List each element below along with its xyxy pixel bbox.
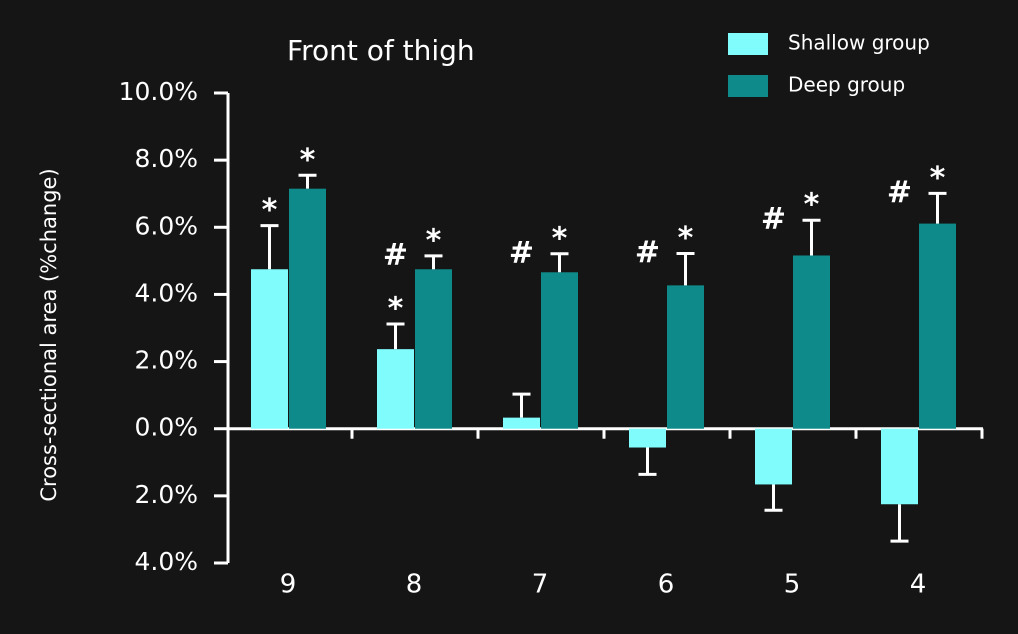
x-tick-label: 9: [280, 570, 297, 600]
bar: [251, 269, 288, 429]
error-bar: [260, 224, 279, 270]
legend-swatch: [728, 75, 768, 97]
x-tick-label: 7: [532, 570, 549, 600]
error-bar: [512, 392, 531, 418]
significance-marker: *: [388, 291, 404, 326]
x-tick-label: 5: [784, 570, 801, 600]
y-tick-label: 4.0%: [134, 278, 198, 307]
error-bar: [676, 251, 695, 286]
bar: [629, 428, 666, 448]
significance-marker: #: [383, 237, 408, 272]
bar: [667, 285, 704, 429]
chart-title: Front of thigh: [287, 34, 475, 67]
y-tick-label: 4.0%: [134, 547, 198, 576]
bar: [289, 188, 326, 429]
y-tick-label: 2.0%: [134, 480, 198, 509]
bar: [415, 269, 452, 429]
significance-marker: #: [509, 235, 534, 270]
bar: [919, 223, 956, 429]
error-bar: [550, 252, 569, 273]
bar: [503, 417, 540, 429]
bar: [881, 428, 918, 505]
legend-label: Shallow group: [788, 31, 930, 55]
x-tick-label: 8: [406, 570, 423, 600]
error-bar: [298, 173, 317, 189]
significance-marker: #: [887, 175, 912, 210]
error-bar: [802, 218, 821, 256]
significance-marker: *: [678, 221, 694, 256]
bar: [377, 349, 414, 429]
significance-marker: #: [635, 235, 660, 270]
significance-marker: *: [804, 188, 820, 223]
error-bar: [764, 484, 783, 512]
y-tick-label: 8.0%: [134, 144, 198, 173]
significance-marker: #: [761, 202, 786, 237]
significance-marker: *: [262, 193, 278, 228]
significance-marker: *: [300, 143, 316, 178]
error-bar: [424, 254, 443, 270]
x-tick-label: 4: [910, 570, 927, 600]
significance-marker: *: [930, 161, 946, 196]
significance-marker: *: [426, 223, 442, 258]
y-tick-label: 2.0%: [134, 346, 198, 375]
legend-label: Deep group: [788, 73, 905, 97]
y-tick-label: 0.0%: [134, 413, 198, 442]
significance-marker: *: [552, 221, 568, 256]
x-tick-label: 6: [658, 570, 675, 600]
bar: [755, 428, 792, 485]
error-bar: [890, 504, 909, 543]
y-tick-label: 10.0%: [119, 77, 198, 106]
error-bar: [928, 191, 947, 224]
legend-swatch: [728, 33, 768, 55]
bar: [541, 272, 578, 429]
error-bar: [638, 447, 657, 476]
y-tick-label: 6.0%: [134, 211, 198, 240]
y-axis-label: Cross-sectional area (%change): [37, 168, 61, 501]
error-bar: [386, 322, 405, 350]
bar: [793, 255, 830, 429]
